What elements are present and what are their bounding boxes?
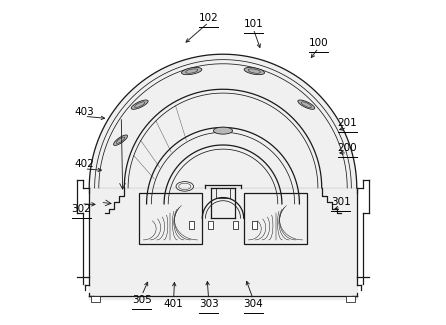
Bar (208, 221, 213, 229)
Text: 100: 100 (309, 38, 328, 48)
Text: 303: 303 (199, 299, 219, 309)
Text: 403: 403 (74, 107, 94, 117)
Text: 102: 102 (199, 13, 219, 22)
Text: 101: 101 (244, 19, 263, 29)
Bar (346, 296, 355, 302)
Ellipse shape (131, 100, 148, 109)
Text: 301: 301 (331, 197, 351, 207)
Bar (252, 221, 257, 229)
Ellipse shape (114, 135, 128, 146)
Bar (189, 221, 194, 229)
Text: 401: 401 (164, 299, 183, 309)
Text: 304: 304 (244, 299, 263, 309)
Text: 302: 302 (71, 204, 91, 214)
Bar (91, 296, 100, 302)
Ellipse shape (244, 68, 264, 75)
Text: 305: 305 (132, 295, 152, 305)
Bar (139, 193, 202, 244)
Ellipse shape (182, 68, 202, 75)
Bar (244, 193, 307, 244)
Polygon shape (89, 54, 357, 188)
Bar (233, 221, 238, 229)
Polygon shape (89, 188, 357, 299)
Text: 402: 402 (74, 159, 94, 169)
Ellipse shape (298, 100, 315, 109)
Text: 201: 201 (337, 118, 357, 128)
Text: 200: 200 (338, 143, 357, 153)
Ellipse shape (214, 127, 232, 134)
